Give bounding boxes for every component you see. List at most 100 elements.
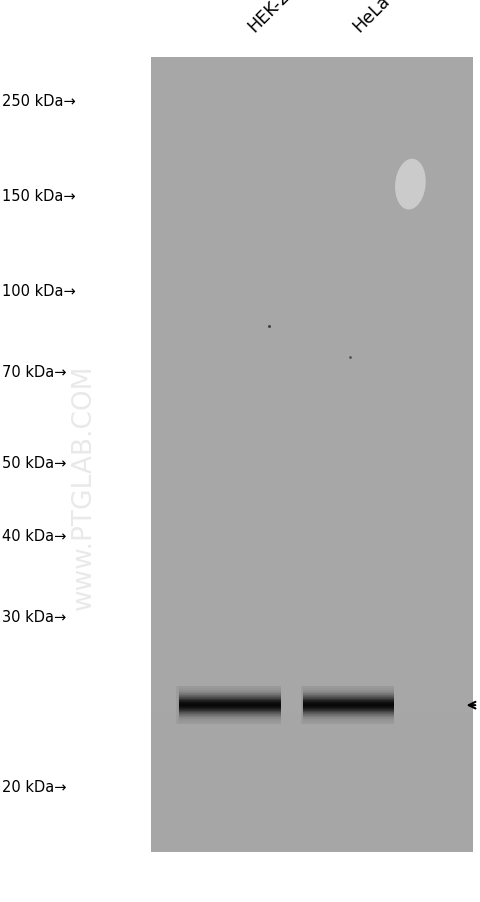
Bar (301, 686, 303, 724)
Bar (151, 197, 473, 207)
Bar (151, 147, 473, 158)
Bar (151, 792, 473, 803)
Bar (151, 395, 473, 406)
Bar (151, 554, 473, 565)
Bar (151, 623, 473, 634)
Bar (151, 326, 473, 336)
Bar (151, 683, 473, 694)
Bar (151, 216, 473, 227)
Bar (302, 686, 303, 724)
Bar (302, 686, 303, 724)
Bar (301, 686, 303, 724)
Bar (177, 686, 179, 724)
Bar (302, 686, 303, 724)
Bar (301, 686, 303, 724)
Text: HEK-293: HEK-293 (244, 0, 309, 36)
Text: 70 kDa→: 70 kDa→ (2, 365, 67, 380)
Text: www.PTGLAB.COM: www.PTGLAB.COM (71, 364, 97, 610)
Bar (151, 504, 473, 515)
Bar (177, 686, 179, 724)
Bar (151, 494, 473, 505)
Bar (301, 686, 303, 724)
Text: HeLa: HeLa (349, 0, 394, 36)
Bar (301, 686, 303, 724)
Bar (151, 534, 473, 545)
Bar (151, 226, 473, 237)
Bar (151, 445, 473, 456)
Bar (151, 514, 473, 525)
Bar (151, 603, 473, 614)
Ellipse shape (395, 160, 426, 210)
Bar (151, 68, 473, 78)
Bar (302, 686, 303, 724)
Bar (151, 673, 473, 684)
Bar (151, 415, 473, 426)
Bar (151, 613, 473, 624)
Bar (301, 686, 303, 724)
Text: 150 kDa→: 150 kDa→ (2, 189, 76, 204)
Bar (151, 127, 473, 138)
Bar (151, 117, 473, 128)
Bar (151, 455, 473, 465)
Bar (301, 686, 303, 724)
Bar (151, 435, 473, 446)
Bar (176, 686, 179, 724)
Bar (151, 167, 473, 178)
Bar (151, 474, 473, 485)
Bar (151, 703, 473, 713)
Bar (177, 686, 179, 724)
Bar (151, 207, 473, 217)
Bar (151, 832, 473, 842)
Text: 100 kDa→: 100 kDa→ (2, 284, 76, 299)
Bar (151, 365, 473, 376)
Bar (151, 633, 473, 644)
Bar (301, 686, 303, 724)
Bar (151, 78, 473, 88)
Bar (151, 157, 473, 168)
Bar (151, 594, 473, 604)
Bar (177, 686, 179, 724)
Bar (301, 686, 303, 724)
Bar (302, 686, 303, 724)
Bar (151, 752, 473, 763)
Bar (151, 355, 473, 366)
Bar (151, 544, 473, 555)
Bar (151, 177, 473, 188)
Bar (176, 686, 179, 724)
Bar (151, 584, 473, 594)
Bar (151, 564, 473, 575)
Bar (151, 742, 473, 753)
Bar (176, 686, 179, 724)
Bar (151, 316, 473, 327)
Bar (177, 686, 178, 724)
Bar (151, 693, 473, 704)
Bar (151, 643, 473, 654)
Bar (151, 574, 473, 584)
Text: 40 kDa→: 40 kDa→ (2, 529, 67, 543)
Bar (151, 306, 473, 317)
Bar (177, 686, 179, 724)
Bar (177, 686, 179, 724)
Bar (301, 686, 303, 724)
Bar (151, 97, 473, 108)
Bar (177, 686, 179, 724)
Bar (301, 686, 303, 724)
Bar (151, 385, 473, 396)
Bar (151, 802, 473, 813)
Bar (301, 686, 303, 724)
Bar (177, 686, 178, 724)
Bar (151, 336, 473, 346)
Bar (151, 842, 473, 852)
Bar (151, 812, 473, 823)
Bar (151, 345, 473, 356)
Bar (151, 723, 473, 733)
Bar (151, 266, 473, 277)
Bar (151, 296, 473, 307)
Text: 250 kDa→: 250 kDa→ (2, 94, 76, 108)
Bar (151, 87, 473, 98)
Bar (176, 686, 179, 724)
Bar (151, 822, 473, 833)
Text: 20 kDa→: 20 kDa→ (2, 779, 67, 794)
Bar (151, 256, 473, 267)
Bar (151, 107, 473, 118)
